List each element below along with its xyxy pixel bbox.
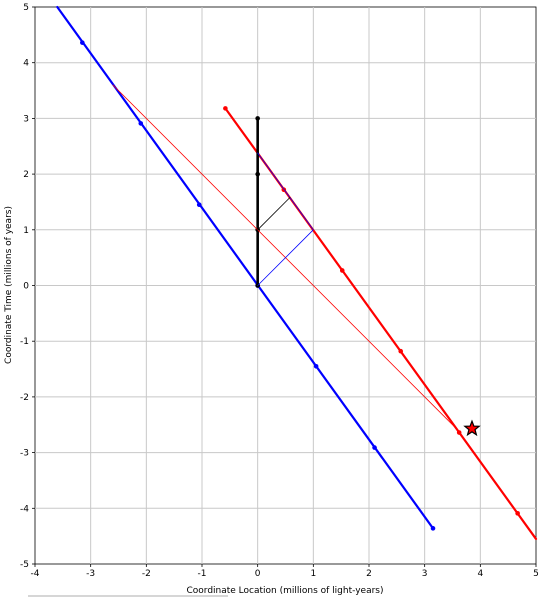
- y-tick-label: 2: [23, 170, 29, 180]
- series-line-4: [257, 152, 314, 286]
- x-tick-label: -1: [198, 569, 207, 579]
- y-tick-label: -1: [20, 337, 29, 347]
- series-point-1: [339, 268, 345, 273]
- series-point-0: [80, 40, 85, 45]
- star-icon: [463, 419, 481, 437]
- x-tick-label: 1: [310, 569, 316, 579]
- x-tick-label: 2: [366, 569, 372, 579]
- series-point-0: [430, 526, 436, 531]
- series-point-0: [138, 121, 144, 126]
- series-point-1: [456, 430, 462, 435]
- series-point-1: [398, 348, 404, 354]
- x-tick-label: -4: [31, 569, 40, 579]
- y-axis-label: Coordinate Time (millions of years): [4, 206, 14, 364]
- grid: [35, 7, 536, 564]
- horizontal-scrollbar[interactable]: [28, 595, 228, 597]
- series-point-0: [372, 445, 377, 450]
- y-tick-label: 3: [23, 114, 29, 124]
- x-tick-label: 3: [422, 569, 428, 579]
- series-line-0: [56, 5, 435, 530]
- x-tick-label: 0: [255, 569, 261, 579]
- y-tick-label: 4: [23, 59, 29, 69]
- series-point-0: [313, 363, 319, 369]
- y-tick-label: 0: [23, 282, 29, 292]
- x-tick-label: 4: [477, 569, 483, 579]
- y-tick-label: -2: [20, 393, 29, 403]
- y-tick-label: -5: [20, 560, 29, 570]
- series-point-1: [515, 511, 520, 516]
- y-tick-label: -3: [20, 449, 29, 459]
- series-point-2: [255, 116, 260, 121]
- x-tick-label: -3: [86, 569, 95, 579]
- series-point-0: [196, 202, 202, 208]
- y-tick-label: -4: [20, 504, 29, 514]
- y-tick-label: 5: [23, 3, 29, 13]
- x-tick-label: 5: [533, 569, 539, 579]
- series-point-1: [223, 106, 228, 111]
- series-line-5: [257, 197, 291, 231]
- series-point-2: [255, 171, 260, 177]
- x-axis-label: Coordinate Location (millions of light-y…: [186, 586, 383, 596]
- x-tick-label: -2: [142, 569, 151, 579]
- series-group: [56, 5, 538, 541]
- y-tick-label: 1: [23, 226, 29, 236]
